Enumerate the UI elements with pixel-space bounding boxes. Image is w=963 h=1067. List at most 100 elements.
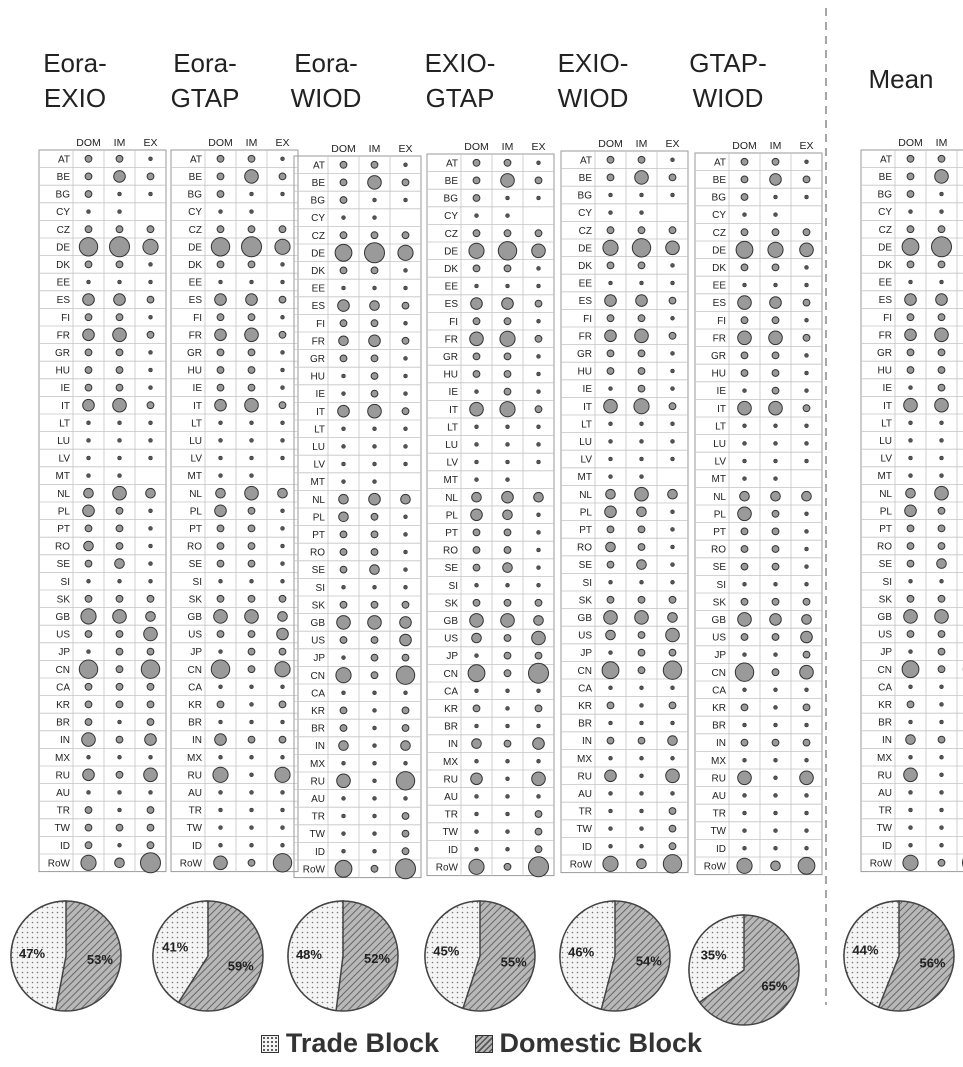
bubble-gb-im	[367, 615, 382, 630]
bubble-cn-ex	[662, 660, 683, 680]
bubble-lu-ex	[804, 441, 809, 446]
legend-label-trade: Trade Block	[285, 1028, 439, 1058]
bubble-mt-im	[639, 474, 644, 479]
bubble-gb-im	[112, 609, 127, 624]
bubble-id-ex	[804, 845, 809, 851]
bubble-de-ex	[531, 243, 546, 259]
row-label-ro: RO	[55, 542, 70, 553]
bubble-it-im	[244, 397, 259, 413]
bubble-es-ex	[278, 295, 287, 304]
bubble-it-im	[112, 397, 127, 413]
row-label-br: BR	[444, 722, 458, 733]
bubble-ie-im	[771, 386, 780, 395]
row-label-at: AT	[580, 155, 592, 166]
bubble-nl-dom	[739, 490, 750, 502]
bubble-cn-ex	[395, 665, 416, 685]
row-label-de: DE	[878, 242, 892, 253]
bubble-fr-im	[368, 334, 381, 348]
bubble-br-dom	[218, 719, 223, 725]
pie-trade-slice	[424, 900, 481, 1010]
bubble-ca-dom	[218, 684, 223, 690]
panel-title-line1: EXIO-	[558, 48, 629, 78]
bubble-ca-im	[939, 684, 944, 690]
bubble-pt-dom	[606, 525, 615, 534]
bubble-es-dom	[214, 293, 227, 306]
row-label-be: BE	[57, 172, 71, 183]
bubble-ro-dom	[605, 541, 616, 553]
grid-frame	[293, 155, 422, 879]
row-label-es: ES	[189, 295, 203, 306]
row-label-tw: TW	[186, 823, 202, 834]
row-label-de: DE	[188, 242, 202, 253]
bubble-lv-dom	[341, 461, 346, 467]
pie-trade-slice	[559, 900, 616, 1011]
bubble-pt-ex	[280, 526, 285, 531]
bubble-jp-im	[247, 647, 256, 656]
panel-5: EXIO- WIOD DOM IM EX AT BE BG CY CZ DE DK EE ES FI FR GR…	[558, 48, 689, 1012]
bubble-br-im	[639, 720, 644, 726]
bubble-kr-ex	[146, 700, 155, 709]
row-label-fi: FI	[449, 317, 458, 328]
row-label-row: RoW	[570, 859, 593, 870]
bubble-fi-im	[937, 313, 946, 322]
row-label-jp: JP	[190, 647, 202, 658]
bubble-br-dom	[742, 722, 747, 728]
row-label-gr: GR	[443, 352, 458, 363]
bubble-us-ex	[143, 626, 158, 642]
row-label-fr: FR	[312, 336, 325, 347]
row-label-be: BE	[312, 178, 326, 189]
bubble-fi-dom	[84, 313, 93, 322]
bubble-fr-dom	[737, 330, 752, 346]
bubble-cz-ex	[146, 225, 155, 234]
bubble-id-im	[249, 842, 254, 848]
row-label-br: BR	[56, 718, 70, 729]
bubble-ca-ex	[536, 688, 541, 694]
bubble-dk-dom	[906, 260, 915, 269]
bubble-lt-dom	[474, 424, 479, 430]
row-label-tr: TR	[713, 809, 726, 820]
bubble-ru-im	[773, 775, 778, 781]
row-label-at: AT	[58, 154, 70, 165]
bubble-tr-dom	[341, 813, 346, 819]
row-label-mx: MX	[55, 753, 70, 764]
bubble-bg-dom	[608, 192, 613, 198]
bubble-row-ex	[662, 854, 683, 874]
bubble-cn-im	[771, 668, 780, 677]
row-label-pl: PL	[58, 506, 71, 517]
bubble-cz-im	[370, 231, 379, 240]
bubble-se-dom	[906, 559, 915, 568]
row-label-sk: SK	[445, 598, 459, 609]
bubble-hu-dom	[341, 373, 346, 379]
bubble-ee-ex	[403, 285, 408, 291]
bubble-ru-dom	[336, 773, 351, 789]
bubble-pl-dom	[470, 508, 483, 522]
bubble-ee-im	[117, 279, 122, 285]
bubble-at-dom	[606, 155, 615, 164]
bubble-gb-dom	[603, 610, 618, 625]
bubble-lu-dom	[908, 438, 913, 443]
bubble-mt-dom	[608, 474, 613, 479]
bubble-it-im	[934, 397, 949, 413]
row-label-id: ID	[192, 841, 202, 852]
bubble-lv-dom	[474, 459, 479, 465]
bubble-be-dom	[472, 176, 481, 185]
bubble-mx-dom	[474, 758, 479, 764]
bubble-in-dom	[905, 734, 916, 745]
row-label-gb: GB	[444, 616, 459, 627]
bubble-jp-ex	[146, 647, 155, 656]
row-label-gr: GR	[577, 349, 592, 360]
bubble-gr-im	[937, 348, 946, 357]
row-label-ca: CA	[578, 683, 592, 694]
row-label-id: ID	[448, 845, 458, 856]
bubble-at-im	[937, 154, 946, 163]
bubble-ie-im	[503, 387, 512, 396]
bubble-mt-im	[505, 477, 510, 482]
bubble-si-im	[249, 578, 254, 584]
row-label-dk: DK	[444, 264, 458, 275]
bubble-us-im	[771, 633, 780, 641]
bubble-be-dom	[339, 178, 348, 187]
bubble-tw-dom	[908, 825, 913, 830]
bubble-jp-dom	[86, 649, 91, 654]
pie-domestic-label: 59%	[228, 959, 254, 974]
grid-frame	[170, 149, 299, 873]
